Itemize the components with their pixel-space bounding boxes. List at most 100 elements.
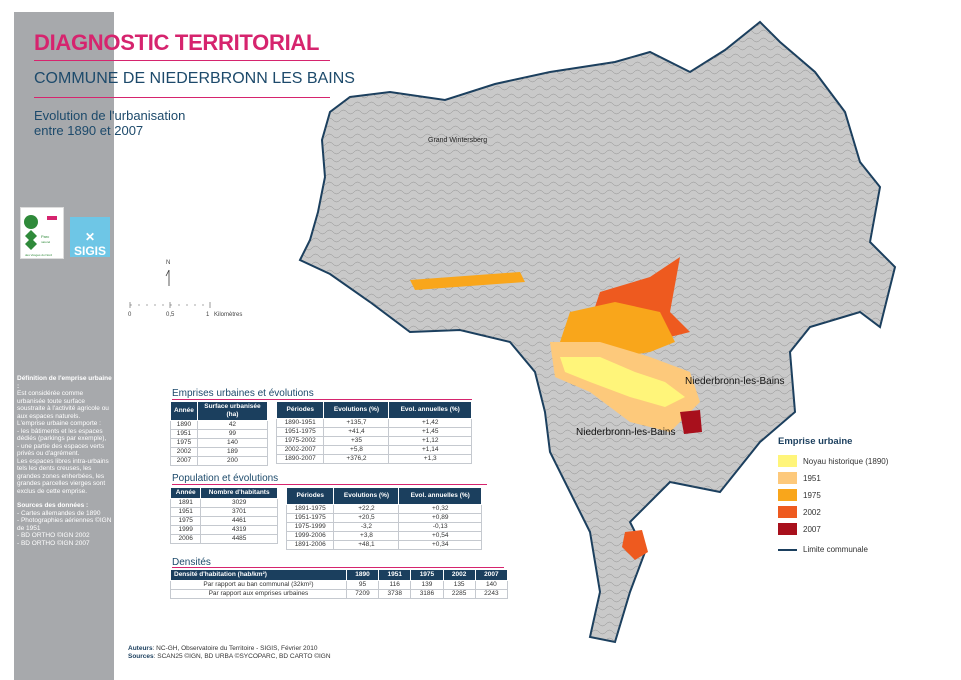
source-line: - BD ORTHO ©IGN 2002 [17, 532, 90, 539]
table-cell: +5,8 [323, 445, 390, 455]
table-cell: 140 [196, 438, 269, 448]
source-line: - Photographies aériennes ©IGN de 1951 [17, 517, 112, 532]
sources-label: Sources [128, 653, 154, 660]
table-cell: +1,3 [388, 454, 472, 464]
table-cell: 1999-2006 [285, 531, 335, 541]
densites-rule [172, 567, 504, 568]
definition-title: Définition de l'emprise urbaine : [17, 375, 112, 390]
limit-line [778, 548, 797, 551]
table-cell: 2007 [170, 456, 198, 466]
source-line: - Cartes allemandes de 1890 [17, 509, 101, 517]
table-cell: 1891 [169, 498, 202, 508]
table-row: 1975 4461 [169, 516, 278, 526]
population-title: Population et évolutions [172, 473, 279, 484]
table-row: 1891 3029 [169, 498, 278, 508]
svg-text:des Vosges du Nord: des Vosges du Nord [25, 253, 52, 257]
legend-label: 1975 [803, 490, 821, 500]
north-arrow-icon [165, 269, 170, 286]
map-label-forest: Grand Wintersberg [428, 137, 487, 144]
table-cell: 1975 [169, 516, 202, 526]
table-header: Evolutions (%) [323, 401, 390, 419]
table-cell: 1890 [170, 420, 198, 430]
table-header: 2007 [474, 569, 509, 581]
table-cell: 116 [378, 580, 412, 590]
table-cell: 1951-1975 [285, 513, 335, 523]
source-line: - BD ORTHO ©IGN 2007 [17, 539, 90, 547]
table-cell: 42 [196, 420, 269, 430]
table-cell: 2002 [170, 447, 198, 457]
page-title: DIAGNOSTIC TERRITORIAL [34, 30, 320, 55]
sidebar-text: Définition de l'emprise urbaine : Est co… [17, 375, 113, 547]
table-cell: 4319 [200, 525, 278, 535]
legend-swatch [778, 472, 797, 484]
legend-label: Limite communale [803, 545, 868, 554]
table-row: 2007 200 [170, 456, 269, 466]
subtitle-line-2: entre 1890 et 2007 [34, 123, 144, 138]
scale-label-05: 0,5 [166, 312, 175, 318]
table-cell: -0,13 [398, 522, 482, 532]
table-cell: 1975-2002 [275, 436, 325, 446]
table-cell: 1975 [170, 438, 198, 448]
sigis-logo: ✕ SIGIS [70, 217, 110, 258]
population-evolution-table: Périodes Evolutions (%) Evol. annuelles (%… [285, 487, 482, 550]
table-cell: +0,54 [398, 531, 482, 541]
definition-line: L'emprise urbaine comporte : [17, 420, 101, 427]
legend-item: Noyau historique (1890) [778, 455, 888, 467]
table-cell: 1891-1975 [285, 504, 335, 514]
legend-swatch [778, 523, 797, 535]
parc-logo: Parc naturel des Vosges du Nord [20, 207, 64, 259]
legend-swatch [778, 489, 797, 501]
table-header: Evol. annuelles (%) [388, 401, 472, 419]
table-row: 1951 3701 [169, 507, 278, 517]
table-row: 2002-2007 +5,8 +1,14 [275, 445, 472, 455]
sources-title: Sources des données : [17, 502, 89, 509]
urban-historic [560, 357, 685, 407]
table-cell: +1,12 [388, 436, 472, 446]
table-cell: Par rapport au ban communal (32km²) [170, 580, 347, 590]
table-cell: 200 [196, 456, 269, 466]
definition-line: Les espaces libres intra-urbains tels le… [17, 457, 109, 495]
table-cell: 1951 [170, 429, 198, 439]
table-cell: 7209 [345, 589, 380, 599]
scale-ruler [129, 302, 211, 308]
table-cell: 95 [345, 580, 380, 590]
table-row: Par rapport aux emprises urbaines 7209 3… [170, 589, 509, 599]
urban-2002-west [410, 272, 525, 290]
subtitle-line-1: Evolution de l'urbanisation [34, 108, 186, 123]
table-header: Périodes [275, 401, 325, 419]
definition-line: - les bâtiments et les espaces dédiés (p… [17, 427, 107, 443]
sigis-icon: ✕ [84, 230, 96, 244]
emprises-evolution-table: Périodes Evolutions (%) Evol. annuelles (%… [275, 401, 472, 464]
legend-swatch [778, 455, 797, 467]
table-cell: +0,34 [398, 540, 482, 550]
emprises-title: Emprises urbaines et évolutions [172, 388, 314, 399]
densites-table: Densité d'habitation (hab/km²) 1890 1951… [170, 569, 509, 599]
table-cell: 2243 [474, 589, 509, 599]
table-cell: 1975-1999 [285, 522, 335, 532]
legend-item: 1951 [778, 472, 888, 484]
table-row: 1999-2006 +3,8 +0,54 [285, 531, 482, 541]
table-cell: -3,2 [333, 522, 400, 532]
authors-label: Auteurs [128, 645, 153, 652]
svg-text:naturel: naturel [41, 240, 51, 244]
svg-text:Parc: Parc [41, 234, 49, 239]
table-row: 1890-2007 +376,2 +1,3 [275, 454, 472, 464]
table-row: 1999 4319 [169, 525, 278, 535]
legend-label: Noyau historique (1890) [803, 456, 889, 466]
table-cell: 4485 [200, 534, 278, 544]
authors-text: : NC-GH, Observatoire du Territoire - SI… [152, 645, 318, 652]
table-row: 1890 42 [170, 420, 269, 430]
table-header: Année [169, 487, 202, 499]
table-cell: 189 [196, 447, 269, 457]
table-cell: +48,1 [333, 540, 400, 550]
table-row: 1891-2006 +48,1 +0,34 [285, 540, 482, 550]
legend-label: 2007 [803, 524, 821, 534]
table-cell: +35 [323, 436, 390, 446]
table-cell: 2285 [442, 589, 476, 599]
urban-2002-south [622, 530, 648, 560]
table-cell: 3186 [410, 589, 444, 599]
map-subtitle: Evolution de l'urbanisation entre 1890 e… [34, 108, 185, 138]
table-header: Densité d'habitation (hab/km²) [170, 569, 347, 581]
legend-label: 1951 [803, 473, 821, 483]
table-cell: +41,4 [323, 427, 390, 437]
